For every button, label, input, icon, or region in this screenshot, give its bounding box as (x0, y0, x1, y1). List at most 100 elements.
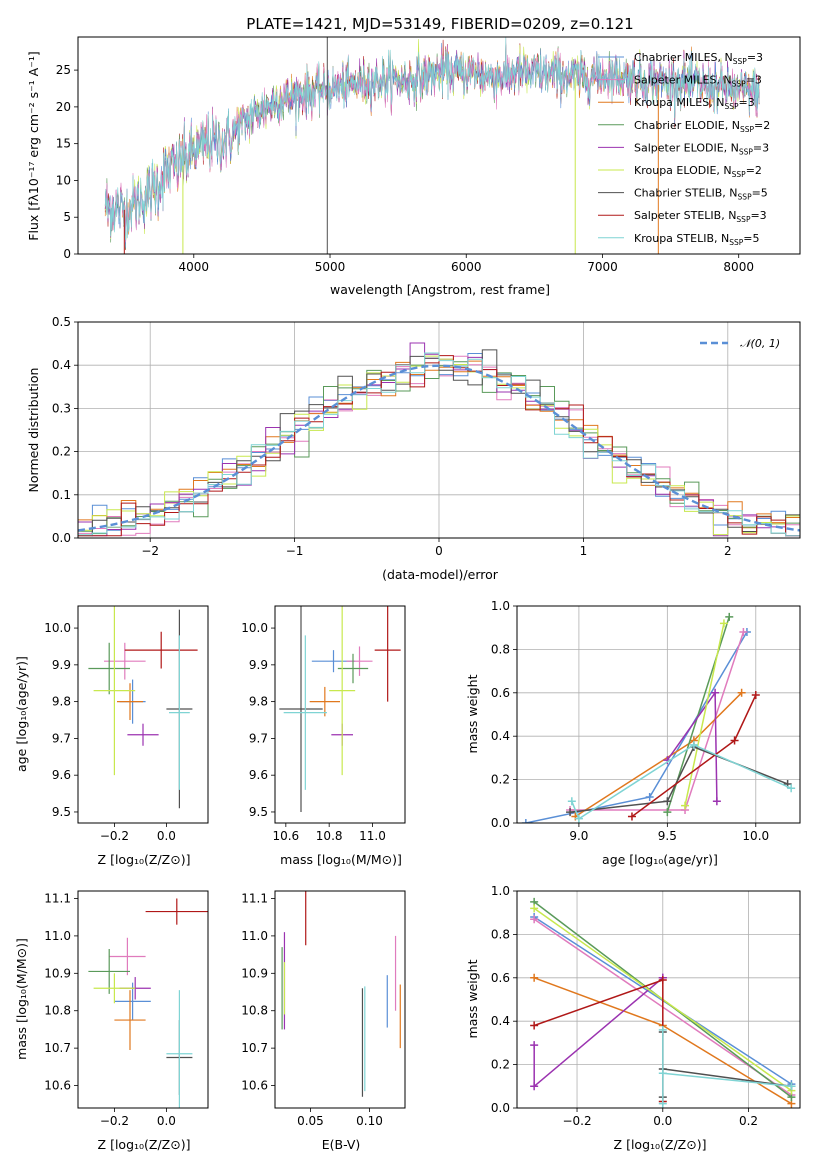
spectrum-legend: Chabrier MILES, NSSP=3 Salpeter MILES, NS… (598, 51, 770, 247)
weight-marker (751, 690, 760, 699)
errorbar-chabrier-stelib (279, 606, 323, 812)
y-tick-label: 10.0 (44, 621, 71, 635)
plot-area (88, 898, 208, 1108)
errorbar-salpeter-stelib (145, 898, 208, 925)
errorbar-kroupa-elodie (93, 973, 136, 1004)
wAge-xlabel: age [log₁₀(age/yr)] (602, 852, 718, 867)
weight-marker (712, 797, 721, 806)
legend-label-salpeter-stelib: Salpeter STELIB, NSSP=3 (634, 209, 767, 224)
errorbar-chabrier-elodie (88, 948, 130, 994)
plot-area (279, 606, 401, 812)
y-tick-label: 0.0 (52, 531, 71, 545)
mass-vs-extinction-plot: 0.05 0.10 10.6 10.7 10.8 10.9 11.0 11.1 E(B-V) (241, 890, 406, 1152)
residual-legend: 𝒩(0, 1) (700, 337, 780, 350)
massZ-ylabel: mass [log₁₀(M/M⊙)] (14, 938, 29, 1060)
y-tick-label: 20 (56, 100, 71, 114)
weight-marker (719, 619, 728, 628)
y-tick-label: 10.7 (241, 1041, 268, 1055)
weight-series-salpeter-elodie (663, 688, 721, 806)
weight-marker (530, 915, 539, 924)
weight-marker (787, 784, 796, 793)
y-tick-label: 11.1 (241, 891, 268, 905)
massZ-xlabel: Z [log₁₀(Z/Z⊙)] (98, 1137, 191, 1152)
weight-marker (658, 1025, 667, 1034)
y-tick-label: 10.8 (241, 1004, 268, 1018)
weight-marker (566, 808, 575, 817)
errorbar-kroupa-elodie (329, 606, 356, 776)
y-tick-label: 25 (56, 63, 71, 77)
y-tick-label: 9.8 (52, 695, 71, 709)
y-tick-label: 9.6 (249, 768, 268, 782)
plot-area (78, 342, 800, 537)
weight-marker (658, 1099, 667, 1108)
y-tick-label: 10.8 (44, 1004, 71, 1018)
plot-area (281, 891, 401, 1097)
weight-marker (711, 688, 720, 697)
age-vs-metallicity-plot: −0.2 0.0 9.5 9.6 9.7 9.8 9.9 10.0 Z [log₁₀(Z/Z⊙… (14, 605, 209, 867)
errorbar-salpeter-miles (109, 937, 146, 976)
y-tick-label: 11.0 (241, 929, 268, 943)
errorbar-kroupa-elodie (93, 606, 136, 776)
y-tick-label: 0.4 (491, 1014, 510, 1028)
spectrum-xlabel: wavelength [Angstrom, rest frame] (330, 282, 550, 297)
weight-marker (725, 612, 734, 621)
spectrum-plot: PLATE=1421, MJD=53149, FIBERID=0209, z=0… (26, 15, 801, 297)
residual-ylabel: Normed distribution (26, 368, 41, 493)
errorbar-kroupa-miles (114, 990, 146, 1051)
weight-marker (530, 1082, 539, 1091)
y-tick-label: 10.9 (44, 966, 71, 980)
y-tick-label: 9.8 (249, 695, 268, 709)
errorbar-kroupa-miles (309, 686, 340, 717)
x-tick-label: 4000 (179, 260, 210, 274)
y-tick-label: 0.4 (52, 358, 71, 372)
weight-marker (645, 792, 654, 801)
y-tick-label: 0.6 (491, 971, 510, 985)
y-tick-label: 10 (56, 173, 71, 187)
x-tick-label: 9.0 (569, 829, 588, 843)
weight-series-salpeter-elodie (530, 973, 667, 1091)
weight-marker (658, 1069, 667, 1078)
y-tick-label: 10.0 (241, 621, 268, 635)
axes-frame (516, 890, 801, 1109)
weight-marker (627, 812, 636, 821)
weight-marker (739, 628, 748, 637)
weight-marker (787, 1082, 796, 1091)
y-tick-label: 0.6 (491, 686, 510, 700)
residual-histogram: −2 −1 0 1 2 0.0 0.1 0.2 0.3 0.4 0.5 𝒩(0, 1) (data-m… (26, 315, 801, 582)
wAge-ylabel: mass weight (465, 674, 480, 753)
normal-curve (78, 364, 800, 532)
y-tick-label: 0.4 (491, 729, 510, 743)
y-tick-label: 10.7 (44, 1041, 71, 1055)
axes-frame (274, 890, 406, 1109)
x-tick-label: 5000 (315, 260, 346, 274)
y-tick-label: 9.5 (249, 805, 268, 819)
legend-label-normal: 𝒩(0, 1) (740, 337, 780, 350)
y-tick-label: 9.5 (52, 805, 71, 819)
axes-frame (77, 605, 209, 824)
x-tick-label: 0.0 (653, 1114, 672, 1128)
weight-marker (737, 688, 746, 697)
histogram-kroupa-stelib (78, 352, 800, 537)
legend-label-chabrier-miles: Chabrier MILES, NSSP=3 (634, 51, 763, 66)
wZ-xlabel: Z [log₁₀(Z/Z⊙)] (614, 1137, 707, 1152)
x-tick-label: −0.2 (562, 1114, 591, 1128)
errorbar-kroupa-stelib (166, 990, 193, 1108)
y-tick-label: 1.0 (491, 884, 510, 898)
weight-series-salpeter-stelib (627, 690, 760, 821)
axes-frame (274, 605, 406, 824)
x-tick-label: 11.0 (359, 829, 386, 843)
legend-label-kroupa-elodie: Kroupa ELODIE, NSSP=2 (634, 164, 762, 179)
y-tick-label: 0.2 (491, 773, 510, 787)
y-tick-label: 10.6 (44, 1079, 71, 1093)
weight-marker (530, 973, 539, 982)
spectrum-line-kroupa-stelib (104, 37, 760, 241)
weight-marker (658, 975, 667, 984)
x-tick-label: 7000 (587, 260, 618, 274)
errorbar-salpeter-miles (346, 646, 373, 676)
x-tick-label: −0.2 (100, 1114, 129, 1128)
errorbar-salpeter-miles (104, 642, 146, 680)
errorbar-chabrier-miles (114, 982, 151, 1021)
weight-vs-age-plot: 9.0 9.5 10.0 0.0 0.2 0.4 0.6 0.8 1.0 age [log₁₀(… (465, 599, 801, 867)
legend-label-chabrier-stelib: Chabrier STELIB, NSSP=5 (634, 187, 768, 202)
